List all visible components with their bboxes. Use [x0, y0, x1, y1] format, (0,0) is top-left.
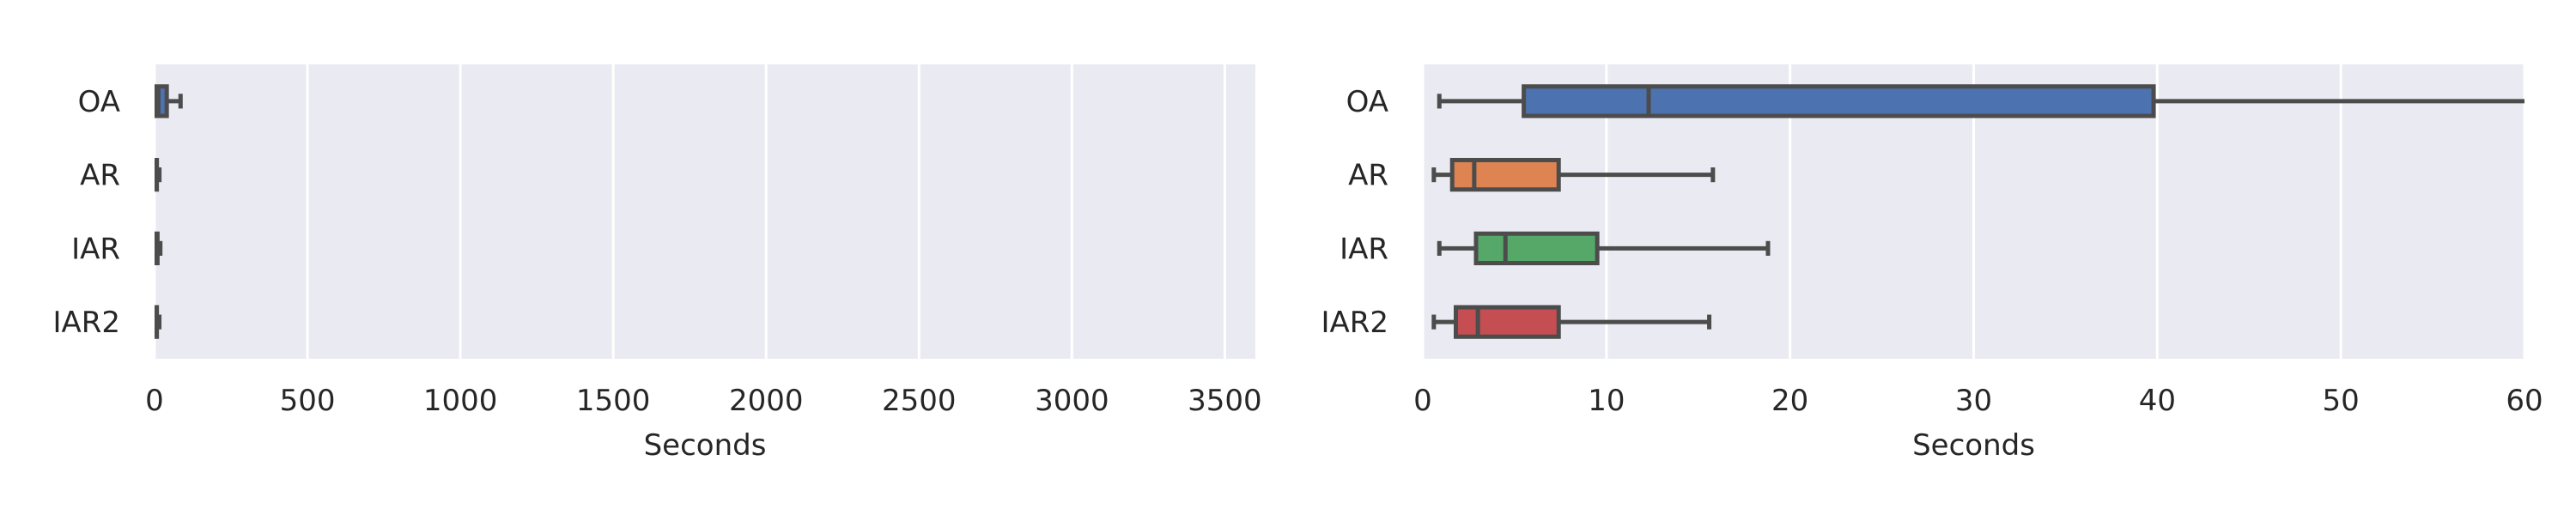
- box-iar: [155, 231, 163, 266]
- x-axis-label: Seconds: [644, 428, 767, 463]
- y-tick-label: AR: [1348, 159, 1388, 193]
- x-tick-label: 0: [1413, 384, 1432, 418]
- plot-area-background: [155, 64, 1255, 359]
- box-body: [1449, 157, 1561, 192]
- box-oa: [155, 84, 183, 118]
- x-tick-label: 40: [2139, 384, 2176, 418]
- box-marks: [1431, 84, 2524, 339]
- x-tick-label: 10: [1588, 384, 1625, 418]
- x-tick-label: 0: [145, 384, 164, 418]
- box-ar: [155, 157, 162, 192]
- x-axis-label: Seconds: [1912, 428, 2035, 463]
- y-tick-label: IAR2: [52, 306, 120, 340]
- x-tick-label: 3000: [1035, 384, 1109, 418]
- x-tick-label: 2000: [729, 384, 804, 418]
- left-boxplot-panel: 0 500 1000 1500 2000 2500 3000 3500 Seconds OA AR I…: [52, 64, 1262, 463]
- box-oa: [1437, 84, 2524, 118]
- box-body: [1453, 305, 1561, 339]
- x-tick-label: 50: [2323, 384, 2360, 418]
- x-tick-label: 60: [2506, 384, 2543, 418]
- x-tick-label: 3500: [1188, 384, 1262, 418]
- box-iar2: [155, 305, 162, 339]
- box-body: [1473, 231, 1600, 266]
- x-tick-label: 1000: [423, 384, 498, 418]
- x-tick-label: 2500: [882, 384, 957, 418]
- box-iar2: [1431, 305, 1712, 339]
- box-iar: [1437, 231, 1771, 266]
- x-tick-label: 30: [1955, 384, 1992, 418]
- x-tick-label: 1500: [576, 384, 651, 418]
- y-tick-label: OA: [78, 85, 120, 119]
- box-ar: [1431, 157, 1716, 192]
- y-tick-label: AR: [80, 159, 120, 193]
- box-body: [1522, 84, 2156, 118]
- y-tick-label: OA: [1346, 85, 1388, 119]
- x-tick-label: 500: [280, 384, 336, 418]
- box-marks: [155, 84, 183, 339]
- y-tick-label: IAR: [71, 232, 120, 266]
- right-boxplot-panel: 0 10 20 30 40 50 60 Seconds OA AR IAR IAR2: [1321, 64, 2543, 463]
- x-tick-label: 20: [1771, 384, 1808, 418]
- y-tick-label: IAR: [1340, 232, 1388, 266]
- y-tick-label: IAR2: [1321, 306, 1388, 340]
